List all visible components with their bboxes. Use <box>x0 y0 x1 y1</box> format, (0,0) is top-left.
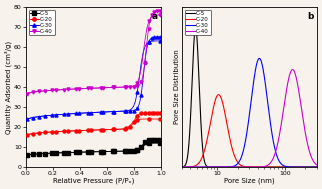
Legend: C-5, C-20, C-30, C-40: C-5, C-20, C-30, C-40 <box>29 10 55 36</box>
Y-axis label: Pore Size Distribution: Pore Size Distribution <box>175 50 180 124</box>
X-axis label: Relative Pressure (P/Pₒ): Relative Pressure (P/Pₒ) <box>53 178 134 184</box>
Y-axis label: Quantity Adsorbed (cm³/g): Quantity Adsorbed (cm³/g) <box>5 40 12 134</box>
Text: a: a <box>152 12 158 21</box>
Legend: C-5, C-20, C-30, C-40: C-5, C-20, C-30, C-40 <box>185 10 211 36</box>
Text: b: b <box>308 12 314 21</box>
X-axis label: Pore Size (nm): Pore Size (nm) <box>224 178 275 184</box>
